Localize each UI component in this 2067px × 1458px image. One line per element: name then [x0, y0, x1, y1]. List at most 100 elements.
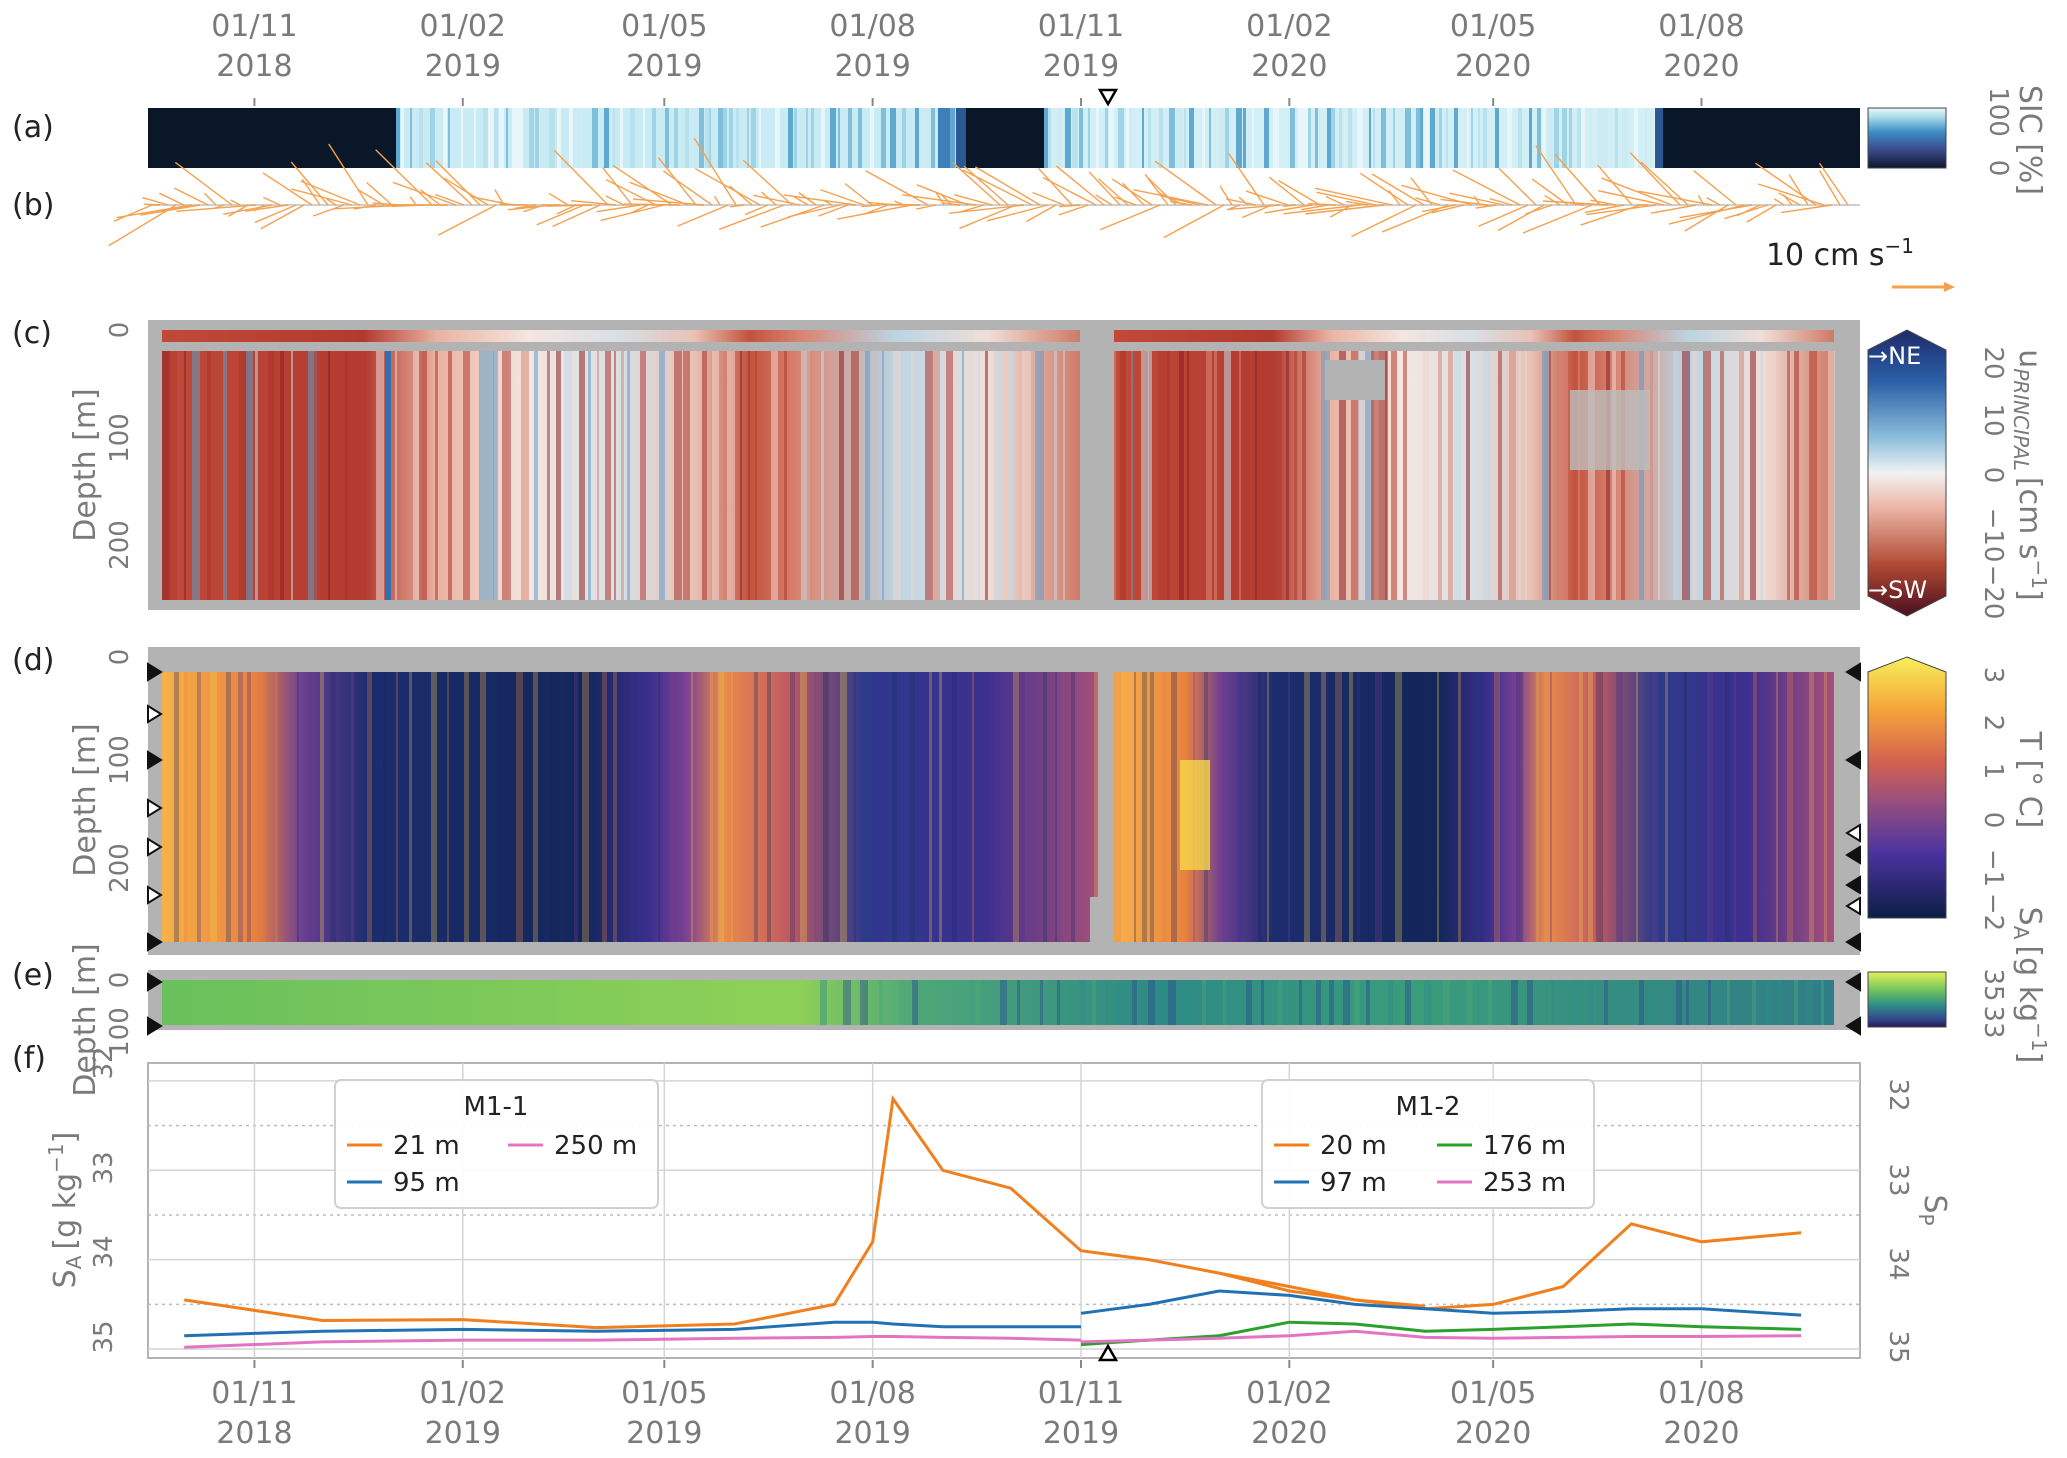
velocity-missing-patch: [1325, 360, 1385, 400]
sic-stripe: [1065, 108, 1071, 168]
temperature-stripe: [647, 672, 650, 942]
sic-stripe: [1130, 108, 1132, 168]
sic-stripe: [604, 108, 609, 168]
velocity-colorbar: [1867, 329, 1947, 617]
velocity-arrow: [1226, 198, 1257, 206]
sic-stripe: [575, 108, 578, 168]
velocity-stripe: [1008, 351, 1015, 600]
temperature-stripe: [1043, 672, 1047, 942]
velocity-arrow: [952, 162, 1001, 206]
top-tick-date: 01/08: [1658, 9, 1744, 44]
velocity-arrow: [1032, 191, 1065, 206]
velocity-arrow: [820, 189, 865, 206]
temperature-stripe: [297, 672, 299, 942]
sic-stripe: [443, 108, 447, 168]
temperature-warm-core: [1180, 760, 1210, 870]
temperature-stripe: [1267, 672, 1269, 942]
sic-stripe: [1176, 108, 1182, 168]
colorbar-ne-label: →NE: [1868, 342, 1921, 370]
sic-stripe: [685, 108, 691, 168]
sic-stripe: [461, 108, 463, 168]
temperature-stripe: [1684, 672, 1687, 942]
panel-d-ytick-0: 0: [105, 649, 135, 666]
sic-stripe: [1243, 108, 1246, 168]
temperature-stripe: [464, 672, 469, 942]
velocity-stripe: [821, 351, 824, 600]
arrow-scale-label: 10 cm s−1: [1766, 234, 1914, 273]
panel-c-cbar-tick-m10: −10: [1978, 508, 2008, 563]
velocity-arrow: [729, 204, 745, 208]
velocity-stripe: [1828, 351, 1835, 600]
panel-label-c: (c): [12, 316, 52, 351]
temperature-stripe: [929, 672, 932, 942]
bottom-tick-year: 2020: [1251, 1416, 1327, 1451]
velocity-stripe: [579, 351, 585, 600]
sic-stripe: [430, 108, 435, 168]
velocity-arrow: [326, 198, 337, 206]
legend-20m-label: 20 m: [1320, 1131, 1387, 1161]
velocity-arrow: [1025, 204, 1057, 223]
sic-stripe: [1219, 108, 1224, 168]
velocity-stripe: [627, 351, 630, 600]
velocity-arrow: [1475, 204, 1497, 209]
panel-e-cbar-tick-35: 35: [1978, 968, 2008, 1001]
velocity-arrow: [866, 204, 889, 214]
velocity-arrow: [1170, 200, 1193, 206]
temperature-stripe: [631, 672, 634, 942]
velocity-arrow: [1535, 145, 1577, 206]
velocity-arrow: [837, 204, 913, 220]
sic-stripe: [488, 108, 494, 168]
temperature-colorbar: [1867, 656, 1947, 919]
velocity-stripe: [1703, 351, 1711, 600]
sic-stripe: [674, 108, 678, 168]
sic-stripe: [848, 108, 852, 168]
salinity-stripe: [1168, 980, 1176, 1025]
instrument-marker: [1845, 750, 1861, 770]
velocity-stripe: [702, 351, 707, 600]
legend-m1-1-box: [334, 1079, 659, 1209]
sic-stripe: [1381, 108, 1386, 168]
sic-stripe: [709, 108, 711, 168]
sic-ice-free-2: [964, 108, 1044, 168]
velocity-stripe: [502, 351, 511, 600]
temperature-stripe: [275, 672, 278, 942]
panel-c-ytick-100: 100: [105, 413, 135, 463]
velocity-stripe: [865, 351, 870, 600]
sic-stripe: [592, 108, 598, 168]
sic-stripe: [1184, 108, 1186, 168]
velocity-arrow: [434, 193, 465, 206]
salinity-stripe: [860, 980, 868, 1025]
velocity-arrow: [1640, 161, 1689, 206]
velocity-stripe: [1588, 351, 1595, 600]
velocity-arrow: [546, 204, 593, 207]
velocity-arrow: [1042, 177, 1097, 206]
velocity-stripe: [946, 351, 953, 600]
sic-stripe: [557, 108, 561, 168]
salinity-stripe: [1092, 980, 1096, 1025]
salinity-stripe: [1488, 980, 1492, 1025]
instrument-marker: [1845, 875, 1861, 895]
bottom-tick-date: 01/02: [420, 1376, 506, 1411]
velocity-stripe: [547, 351, 550, 600]
sic-stripe: [830, 108, 836, 168]
velocity-arrow: [916, 184, 969, 206]
sic-stripe: [1357, 108, 1362, 168]
temperature-stripe: [247, 672, 251, 942]
salinity-stripe: [1223, 980, 1226, 1025]
top-tick-date: 01/11: [1038, 9, 1124, 44]
velocity-stripes: [162, 351, 1835, 600]
velocity-stripe: [985, 351, 988, 600]
temperature-stripe: [1776, 672, 1778, 942]
velocity-arrow: [1147, 177, 1177, 206]
sic-stripe: [1454, 108, 1458, 168]
velocity-arrow: [1452, 169, 1521, 206]
velocity-arrow: [962, 169, 1033, 206]
panel-d-cbar-tick-m2: −2: [1978, 893, 2008, 931]
velocity-stripe: [1578, 351, 1580, 600]
instrument-marker: [147, 798, 163, 818]
sic-stripe: [665, 108, 669, 168]
sic-stripe: [806, 108, 808, 168]
temperature-stripe: [1349, 672, 1353, 942]
velocity-missing-patch: [1570, 390, 1650, 470]
sic-stripe: [1048, 108, 1051, 168]
